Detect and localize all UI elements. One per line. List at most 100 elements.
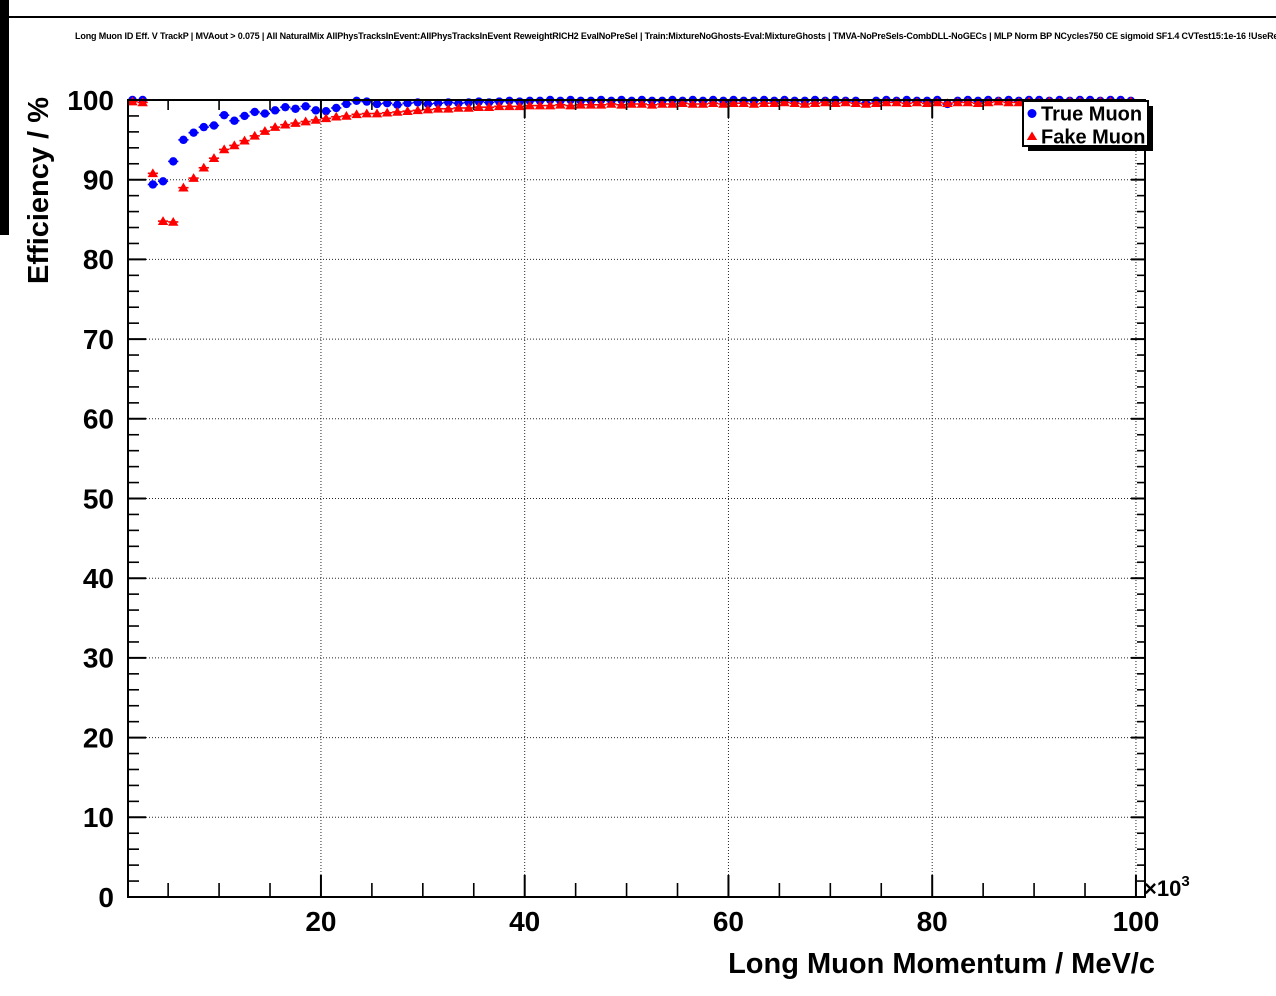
data-point-fake-muon (310, 114, 322, 124)
data-point-fake-muon (229, 140, 240, 150)
x-tick-labels: 20 40 60 80 100 (305, 906, 1159, 937)
svg-text:20: 20 (83, 722, 114, 753)
data-point-fake-muon (208, 153, 220, 162)
data-point-fake-muon (392, 106, 403, 116)
data-point-fake-muon (290, 118, 301, 127)
data-point-fake-muon (147, 168, 159, 178)
data-point-fake-muon (758, 98, 770, 107)
data-point-fake-muon (218, 144, 230, 154)
data-point-fake-muon (1003, 97, 1014, 107)
data-point-fake-muon (687, 98, 698, 108)
data-point-fake-muon (901, 98, 912, 107)
legend-label: True Muon (1041, 104, 1142, 126)
data-point-true-muon (240, 111, 249, 121)
data-point-true-muon (311, 106, 321, 115)
x-axis-title: Long Muon Momentum / MeV/c (728, 948, 1155, 980)
data-point-true-muon (372, 99, 382, 109)
data-point-fake-muon (402, 106, 413, 115)
data-point-fake-muon (850, 98, 861, 107)
data-point-fake-muon (534, 100, 546, 110)
data-point-true-muon (321, 106, 331, 116)
data-point-fake-muon (972, 98, 984, 107)
fake-muon-marker-icon (1026, 131, 1038, 140)
data-point-true-muon (301, 102, 310, 111)
data-point-fake-muon (585, 99, 597, 109)
data-point-true-muon (423, 99, 433, 109)
data-point-fake-muon (657, 98, 668, 108)
data-point-fake-muon (544, 100, 556, 110)
data-point-fake-muon (809, 98, 821, 107)
data-point-true-muon (403, 98, 412, 108)
true-muon-marker-icon (1027, 109, 1037, 118)
data-point-true-muon (382, 98, 392, 108)
data-point-fake-muon (269, 122, 281, 131)
svg-text:0: 0 (98, 882, 114, 913)
data-point-fake-muon (259, 126, 271, 135)
data-point-fake-muon (748, 98, 760, 108)
data-point-fake-muon (769, 98, 780, 107)
data-point-true-muon (169, 157, 178, 166)
data-point-true-muon (219, 110, 229, 120)
data-point-fake-muon (239, 135, 250, 145)
data-point-fake-muon (952, 97, 963, 107)
data-point-true-muon (393, 100, 402, 109)
svg-text:40: 40 (83, 563, 114, 594)
data-point-fake-muon (555, 99, 566, 109)
grid (128, 100, 1145, 897)
data-point-fake-muon (473, 102, 485, 111)
data-point-fake-muon (361, 108, 372, 118)
data-point-fake-muon (422, 104, 434, 114)
data-point-fake-muon (891, 97, 902, 107)
axis-ticks (128, 99, 1145, 898)
data-point-fake-muon (381, 107, 393, 117)
svg-text:90: 90 (83, 165, 114, 196)
data-point-fake-muon (331, 111, 342, 121)
data-point-fake-muon (168, 216, 179, 226)
data-point-fake-muon (280, 119, 291, 129)
data-point-true-muon (433, 98, 443, 108)
data-point-fake-muon (351, 109, 362, 119)
canvas-title: Long Muon ID Eff. V TrackP | MVAout > 0.… (75, 31, 1276, 41)
data-point-fake-muon (707, 98, 719, 107)
data-point-fake-muon (983, 97, 994, 107)
svg-text:100: 100 (1113, 906, 1160, 937)
legend-label: Fake Muon (1041, 127, 1145, 149)
data-point-true-muon (291, 104, 300, 113)
data-point-fake-muon (881, 97, 892, 107)
data-point-fake-muon (697, 98, 709, 108)
svg-text:10: 10 (83, 802, 114, 833)
data-point-true-muon (281, 102, 290, 112)
data-point-fake-muon (137, 97, 148, 107)
svg-text:60: 60 (83, 404, 114, 435)
data-point-fake-muon (718, 98, 729, 108)
data-point-fake-muon (870, 98, 882, 107)
data-point-fake-muon (789, 98, 800, 107)
x-scale-exponent: ×103 (1144, 873, 1190, 901)
legend-entry-fake-muon: Fake Muon (1026, 127, 1145, 149)
data-point-true-muon (250, 107, 259, 117)
data-point-fake-muon (504, 101, 515, 111)
data-point-fake-muon (830, 98, 841, 107)
series-true-muon (127, 95, 1136, 189)
series-fake-muon (127, 96, 1137, 226)
data-point-fake-muon (341, 110, 352, 120)
data-point-true-muon (199, 122, 208, 132)
data-point-fake-muon (198, 162, 209, 172)
data-point-fake-muon (443, 103, 454, 113)
data-point-fake-muon (860, 98, 872, 108)
data-point-fake-muon (514, 101, 525, 111)
data-point-fake-muon (646, 99, 658, 109)
data-point-fake-muon (412, 105, 423, 115)
data-point-fake-muon (738, 98, 749, 107)
svg-text:20: 20 (305, 906, 336, 937)
data-point-fake-muon (820, 97, 831, 107)
data-point-true-muon (209, 121, 219, 130)
data-point-fake-muon (565, 100, 576, 110)
data-point-fake-muon (606, 98, 617, 108)
svg-text:40: 40 (509, 906, 540, 937)
data-point-fake-muon (188, 173, 199, 182)
data-point-true-muon (158, 177, 168, 186)
data-point-true-muon (189, 128, 198, 137)
